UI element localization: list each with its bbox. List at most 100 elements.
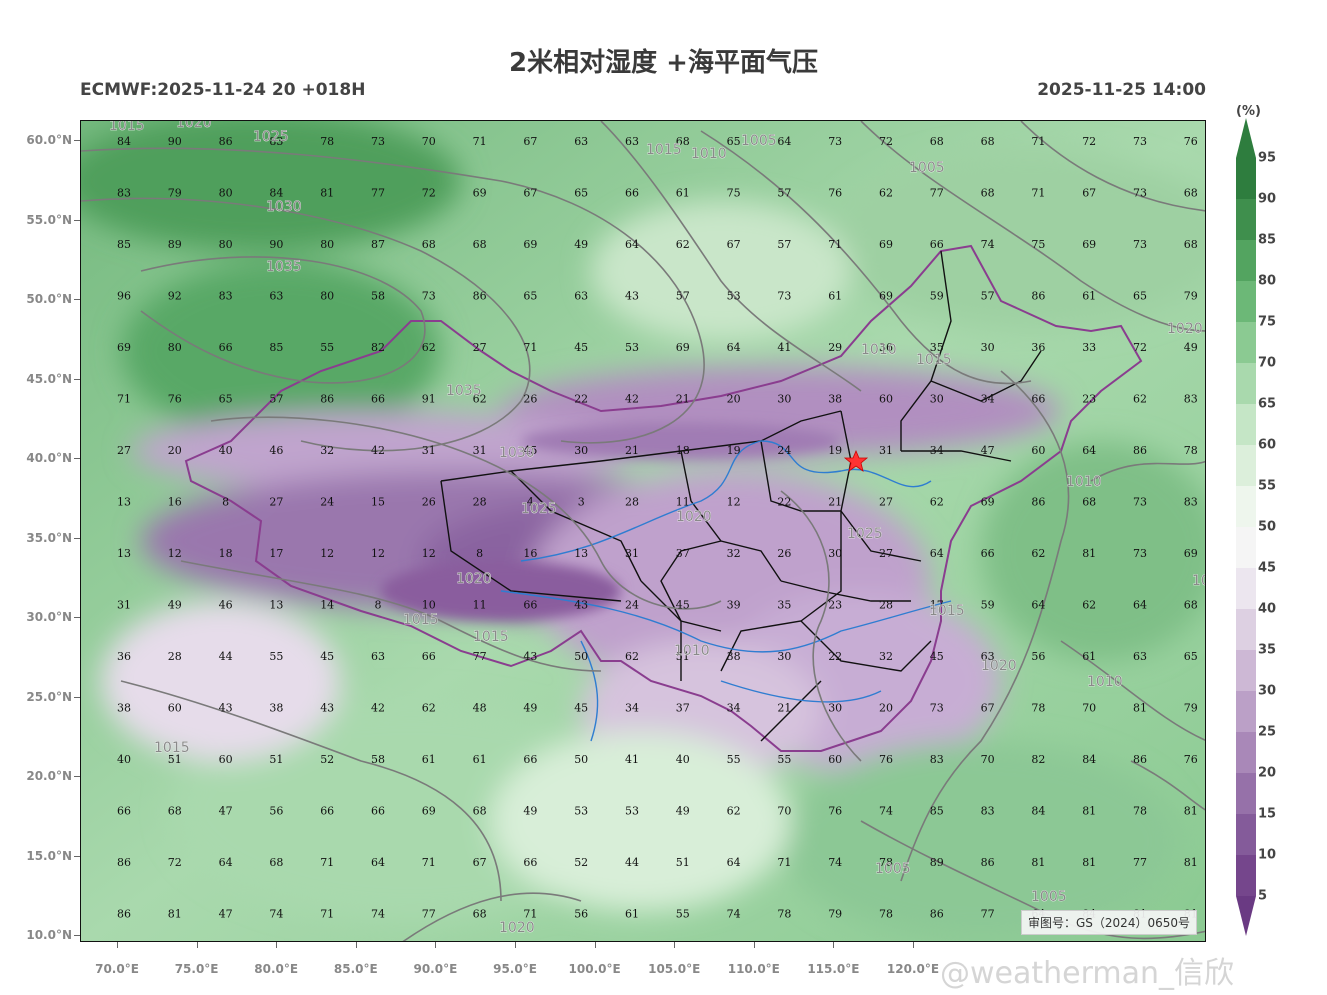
station-humidity-value: 79 bbox=[1184, 702, 1198, 715]
station-humidity-value: 64 bbox=[625, 238, 639, 251]
isobar-label: 1010 bbox=[1066, 474, 1102, 490]
station-humidity-value: 86 bbox=[117, 856, 131, 869]
station-humidity-value: 46 bbox=[269, 444, 283, 457]
station-humidity-value: 48 bbox=[473, 702, 487, 715]
station-humidity-value: 17 bbox=[930, 599, 944, 612]
station-humidity-value: 27 bbox=[269, 496, 283, 509]
isobars bbox=[81, 121, 1205, 941]
station-humidity-value: 67 bbox=[727, 238, 741, 251]
colorbar-segment bbox=[1236, 158, 1256, 199]
station-humidity-value: 63 bbox=[625, 135, 639, 148]
station-humidity-value: 60 bbox=[219, 753, 233, 766]
station-humidity-value: 45 bbox=[574, 702, 588, 715]
lon-tick-label: 80.0°E bbox=[254, 962, 299, 976]
station-humidity-value: 90 bbox=[168, 135, 182, 148]
station-humidity-value: 83 bbox=[269, 135, 283, 148]
station-humidity-value: 80 bbox=[219, 187, 233, 200]
station-humidity-value: 55 bbox=[320, 341, 334, 354]
station-humidity-value: 55 bbox=[777, 753, 791, 766]
station-humidity-value: 82 bbox=[1031, 753, 1045, 766]
station-humidity-value: 24 bbox=[320, 496, 334, 509]
province-borders bbox=[440, 250, 1042, 742]
station-humidity-value: 38 bbox=[828, 393, 842, 406]
colorbar-segment bbox=[1236, 445, 1256, 486]
station-humidity-value: 83 bbox=[1184, 393, 1198, 406]
station-humidity-value: 89 bbox=[930, 856, 944, 869]
map-panel[interactable]: 84 90 86 83 78 73 70 71 67 63 63 68 65 64 73 72 68 68 71 72… bbox=[80, 120, 1206, 942]
station-humidity-value: 83 bbox=[1184, 496, 1198, 509]
station-humidity-value: 27 bbox=[879, 496, 893, 509]
station-humidity-value: 45 bbox=[930, 650, 944, 663]
isobar-label: 1020 bbox=[456, 571, 492, 587]
station-humidity-value: 70 bbox=[777, 805, 791, 818]
station-humidity-value: 77 bbox=[422, 908, 436, 921]
station-humidity-value: 92 bbox=[168, 290, 182, 303]
station-humidity-value: 27 bbox=[117, 444, 131, 457]
station-humidity-value: 3 bbox=[578, 496, 585, 509]
station-humidity-value: 78 bbox=[1133, 805, 1147, 818]
station-humidity-value: 66 bbox=[523, 856, 537, 869]
colorbar-level-label: 35 bbox=[1258, 642, 1277, 658]
isobar-label: 1030 bbox=[266, 199, 302, 215]
station-humidity-value: 68 bbox=[1082, 496, 1096, 509]
lat-tick bbox=[74, 458, 80, 459]
station-humidity-value: 27 bbox=[473, 341, 487, 354]
lat-tick-label: 45.0°N bbox=[26, 371, 72, 386]
station-humidity-value: 63 bbox=[574, 290, 588, 303]
station-humidity-value: 65 bbox=[1184, 650, 1198, 663]
station-humidity-value: 45 bbox=[523, 444, 537, 457]
lon-tick bbox=[594, 942, 596, 948]
colorbar-level-label: 95 bbox=[1258, 150, 1277, 166]
station-humidity-value: 50 bbox=[574, 650, 588, 663]
review-number-box: 审图号：GS（2024）0650号 bbox=[1021, 910, 1197, 935]
station-humidity-value: 80 bbox=[320, 290, 334, 303]
station-humidity-value: 96 bbox=[117, 290, 131, 303]
colorbar-level-label: 20 bbox=[1258, 765, 1277, 781]
station-humidity-value: 62 bbox=[727, 805, 741, 818]
isobar-label: 1035 bbox=[446, 383, 482, 399]
isobar-label: 1020 bbox=[1167, 321, 1203, 337]
station-humidity-value: 86 bbox=[1133, 444, 1147, 457]
station-humidity-value: 86 bbox=[473, 290, 487, 303]
lat-tick-label: 15.0°N bbox=[26, 848, 72, 863]
station-humidity-value: 47 bbox=[981, 444, 995, 457]
station-humidity-value: 61 bbox=[1082, 650, 1096, 663]
station-humidity-value: 15 bbox=[371, 496, 385, 509]
isobar-label: 1015 bbox=[154, 740, 190, 756]
station-humidity-value: 90 bbox=[269, 238, 283, 251]
lat-tick bbox=[74, 617, 80, 618]
station-humidity-value: 38 bbox=[727, 650, 741, 663]
station-humidity-value: 86 bbox=[219, 135, 233, 148]
station-humidity-value: 64 bbox=[930, 547, 944, 560]
station-humidity-value: 32 bbox=[727, 547, 741, 560]
station-humidity-value: 67 bbox=[473, 856, 487, 869]
station-humidity-value: 34 bbox=[625, 702, 639, 715]
station-humidity-value: 81 bbox=[1082, 805, 1096, 818]
station-humidity-value: 62 bbox=[1031, 547, 1045, 560]
colorbar-level-label: 5 bbox=[1258, 888, 1268, 904]
station-humidity-value: 64 bbox=[727, 856, 741, 869]
station-humidity-value: 72 bbox=[1133, 341, 1147, 354]
station-humidity-value: 70 bbox=[981, 753, 995, 766]
station-humidity-value: 22 bbox=[777, 496, 791, 509]
station-humidity-value: 73 bbox=[1133, 187, 1147, 200]
station-humidity-value: 59 bbox=[930, 290, 944, 303]
station-humidity-value: 40 bbox=[117, 753, 131, 766]
lat-tick-label: 30.0°N bbox=[26, 610, 72, 624]
isobar-label: 1010 bbox=[861, 342, 897, 358]
station-humidity-value: 78 bbox=[1184, 444, 1198, 457]
station-humidity-value: 67 bbox=[523, 187, 537, 200]
station-humidity-value: 59 bbox=[981, 599, 995, 612]
station-humidity-value: 49 bbox=[676, 805, 690, 818]
station-humidity-value: 68 bbox=[930, 135, 944, 148]
station-humidity-value: 53 bbox=[625, 805, 639, 818]
station-humidity-value: 81 bbox=[168, 908, 182, 921]
station-humidity-value: 69 bbox=[981, 496, 995, 509]
station-humidity-value: 63 bbox=[574, 135, 588, 148]
lat-tick-label: 25.0°N bbox=[26, 689, 72, 704]
isobar-label: 1030 bbox=[499, 445, 535, 461]
colorbar-segment bbox=[1236, 814, 1256, 855]
china-border bbox=[184, 244, 1143, 752]
station-humidity-value: 12 bbox=[320, 547, 334, 560]
colorbar-segment bbox=[1236, 322, 1256, 363]
